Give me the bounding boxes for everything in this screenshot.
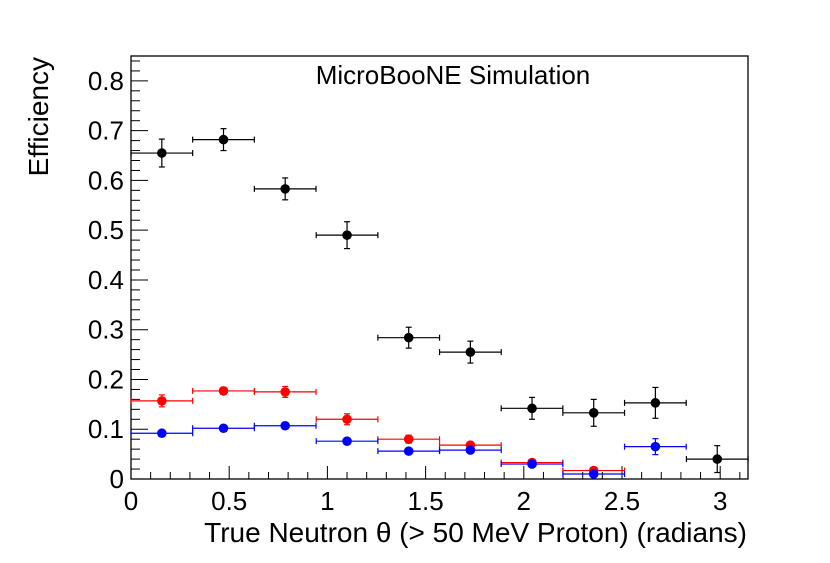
data-point-red (130, 394, 194, 408)
point-marker (157, 148, 167, 158)
chart-title: MicroBooNE Simulation (316, 60, 591, 90)
x-tick-label: 1.5 (408, 486, 444, 516)
data-point-black (685, 445, 749, 474)
point-marker (712, 454, 723, 464)
point-marker (527, 403, 537, 414)
point-marker (218, 134, 229, 145)
x-tick-label: 1 (320, 486, 334, 516)
data-point-black (377, 326, 441, 349)
point-marker (280, 184, 290, 194)
data-point-black (438, 340, 502, 364)
y-tick-label: 0.6 (88, 165, 124, 195)
y-tick-label: 0.1 (88, 414, 124, 444)
y-tick-label: 0.5 (88, 215, 124, 245)
y-tick-label: 0.8 (88, 66, 124, 96)
point-marker (157, 396, 167, 406)
x-tick-label: 0 (124, 486, 138, 516)
point-marker (157, 428, 167, 439)
data-point-black (130, 138, 194, 168)
y-tick-label: 0.7 (88, 116, 124, 146)
point-marker (588, 408, 599, 418)
data-point-blue (253, 420, 317, 431)
point-marker (588, 469, 599, 479)
point-marker (218, 423, 229, 434)
x-axis-title: True Neutron θ (> 50 MeV Proton) (radian… (204, 517, 747, 548)
point-marker (465, 347, 476, 357)
data-point-red (315, 413, 379, 426)
point-marker (465, 445, 476, 455)
point-marker (280, 420, 290, 431)
data-point-black (253, 177, 317, 201)
point-marker (650, 398, 661, 408)
data-point-black (623, 386, 687, 419)
point-marker (650, 441, 661, 452)
y-tick-label: 0 (110, 464, 124, 494)
data-point-black (562, 398, 626, 427)
series-blue (130, 420, 687, 479)
data-point-red (253, 385, 317, 398)
point-marker (403, 434, 414, 444)
data-point-blue (500, 459, 564, 469)
data-point-blue (562, 469, 626, 479)
data-point-blue (130, 428, 194, 439)
data-point-blue (192, 423, 255, 434)
x-tick-label: 0.5 (211, 486, 247, 516)
x-tick-label: 3 (713, 486, 727, 516)
x-tick-label: 2 (517, 486, 531, 516)
y-tick-label: 0.4 (88, 265, 124, 295)
data-point-blue (438, 445, 502, 455)
data-point-blue (315, 436, 379, 446)
point-marker (342, 436, 352, 446)
series-black (130, 128, 749, 474)
y-tick-label: 0.2 (88, 364, 124, 394)
point-marker (403, 332, 414, 343)
point-marker (218, 386, 229, 396)
data-point-black (192, 128, 255, 152)
data-point-black (500, 396, 564, 420)
data-series (130, 128, 749, 479)
data-point-red (377, 434, 441, 444)
y-axis-title: Efficiency (23, 57, 54, 176)
data-point-blue (377, 446, 441, 456)
point-marker (342, 230, 352, 240)
data-point-red (192, 386, 255, 396)
point-marker (280, 387, 290, 397)
x-tick-label: 2.5 (604, 486, 640, 516)
axis-ticks: 0 0.5 1 1.5 2 2.5 3 0 0.1 0.2 0.3 0.4 0.5 0.6 0.7 0.8 (88, 60, 741, 516)
series-red (130, 385, 626, 476)
point-marker (403, 446, 414, 456)
y-tick-label: 0.3 (88, 315, 124, 345)
data-point-blue (623, 438, 687, 456)
point-marker (527, 459, 537, 469)
plot-frame (130, 55, 749, 480)
point-marker (342, 414, 352, 425)
data-point-black (315, 221, 379, 250)
